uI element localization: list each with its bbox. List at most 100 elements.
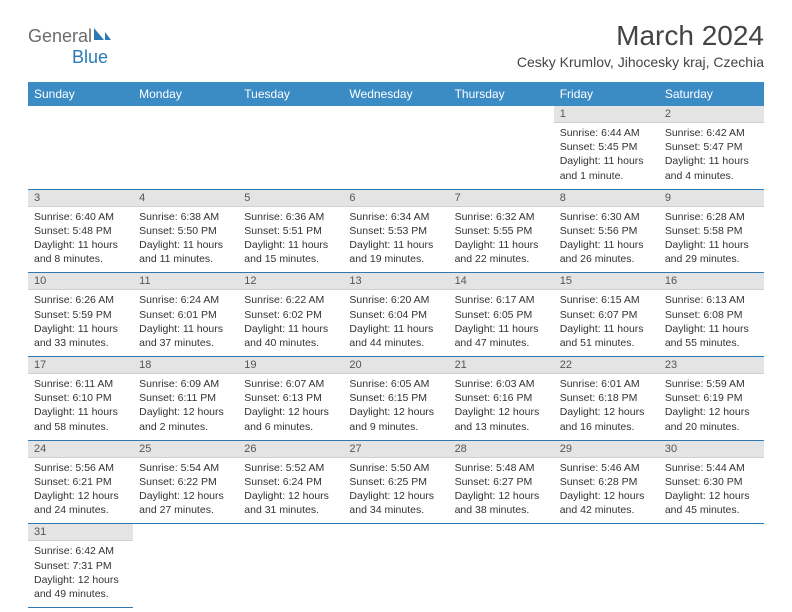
day-data: Sunrise: 6:26 AMSunset: 5:59 PMDaylight:… (28, 290, 133, 356)
sunset-text: Sunset: 6:05 PM (455, 308, 548, 322)
sunrise-text: Sunrise: 6:32 AM (455, 210, 548, 224)
calendar-table: Sunday Monday Tuesday Wednesday Thursday… (28, 82, 764, 608)
month-title: March 2024 (517, 20, 764, 52)
day-data: Sunrise: 5:56 AMSunset: 6:21 PMDaylight:… (28, 458, 133, 524)
daylight-text: and 40 minutes. (244, 336, 337, 350)
daylight-text: Daylight: 11 hours (34, 322, 127, 336)
calendar-cell (554, 524, 659, 608)
weekday-header: Monday (133, 82, 238, 106)
sunset-text: Sunset: 6:02 PM (244, 308, 337, 322)
daylight-text: Daylight: 12 hours (665, 489, 758, 503)
daylight-text: Daylight: 12 hours (560, 489, 653, 503)
sunset-text: Sunset: 6:28 PM (560, 475, 653, 489)
day-data: Sunrise: 6:03 AMSunset: 6:16 PMDaylight:… (449, 374, 554, 440)
daylight-text: Daylight: 11 hours (34, 238, 127, 252)
sunrise-text: Sunrise: 6:36 AM (244, 210, 337, 224)
day-number: 19 (238, 357, 343, 374)
daylight-text: Daylight: 11 hours (139, 238, 232, 252)
calendar-cell: 5Sunrise: 6:36 AMSunset: 5:51 PMDaylight… (238, 189, 343, 273)
day-number: 4 (133, 190, 238, 207)
sunrise-text: Sunrise: 6:11 AM (34, 377, 127, 391)
daylight-text: and 13 minutes. (455, 420, 548, 434)
day-data: Sunrise: 6:05 AMSunset: 6:15 PMDaylight:… (343, 374, 448, 440)
calendar-cell (449, 106, 554, 189)
sunrise-text: Sunrise: 5:50 AM (349, 461, 442, 475)
calendar-cell: 12Sunrise: 6:22 AMSunset: 6:02 PMDayligh… (238, 273, 343, 357)
sunrise-text: Sunrise: 6:24 AM (139, 293, 232, 307)
daylight-text: and 51 minutes. (560, 336, 653, 350)
day-number: 29 (554, 441, 659, 458)
daylight-text: Daylight: 12 hours (349, 405, 442, 419)
daylight-text: and 8 minutes. (34, 252, 127, 266)
sunset-text: Sunset: 7:31 PM (34, 559, 127, 573)
sunrise-text: Sunrise: 6:34 AM (349, 210, 442, 224)
calendar-cell: 19Sunrise: 6:07 AMSunset: 6:13 PMDayligh… (238, 357, 343, 441)
daylight-text: and 45 minutes. (665, 503, 758, 517)
calendar-cell (238, 524, 343, 608)
daylight-text: and 49 minutes. (34, 587, 127, 601)
day-data: Sunrise: 6:42 AMSunset: 5:47 PMDaylight:… (659, 123, 764, 189)
calendar-cell: 2Sunrise: 6:42 AMSunset: 5:47 PMDaylight… (659, 106, 764, 189)
logo-text-part2: Blue (28, 47, 108, 67)
daylight-text: Daylight: 11 hours (349, 238, 442, 252)
day-data: Sunrise: 6:32 AMSunset: 5:55 PMDaylight:… (449, 207, 554, 273)
daylight-text: and 37 minutes. (139, 336, 232, 350)
sunrise-text: Sunrise: 5:56 AM (34, 461, 127, 475)
sunset-text: Sunset: 5:59 PM (34, 308, 127, 322)
sunset-text: Sunset: 5:45 PM (560, 140, 653, 154)
sunrise-text: Sunrise: 6:13 AM (665, 293, 758, 307)
sunset-text: Sunset: 6:10 PM (34, 391, 127, 405)
daylight-text: and 22 minutes. (455, 252, 548, 266)
day-number: 11 (133, 273, 238, 290)
sunset-text: Sunset: 6:22 PM (139, 475, 232, 489)
sunrise-text: Sunrise: 6:22 AM (244, 293, 337, 307)
sunset-text: Sunset: 5:56 PM (560, 224, 653, 238)
daylight-text: and 26 minutes. (560, 252, 653, 266)
sunrise-text: Sunrise: 5:48 AM (455, 461, 548, 475)
sunrise-text: Sunrise: 6:17 AM (455, 293, 548, 307)
day-number: 8 (554, 190, 659, 207)
sunset-text: Sunset: 5:51 PM (244, 224, 337, 238)
sunset-text: Sunset: 5:48 PM (34, 224, 127, 238)
calendar-week-row: 17Sunrise: 6:11 AMSunset: 6:10 PMDayligh… (28, 357, 764, 441)
daylight-text: Daylight: 12 hours (455, 405, 548, 419)
calendar-week-row: 10Sunrise: 6:26 AMSunset: 5:59 PMDayligh… (28, 273, 764, 357)
logo-text: General Blue (28, 26, 112, 68)
calendar-cell: 23Sunrise: 5:59 AMSunset: 6:19 PMDayligh… (659, 357, 764, 441)
day-number: 9 (659, 190, 764, 207)
sunset-text: Sunset: 6:08 PM (665, 308, 758, 322)
sunset-text: Sunset: 6:25 PM (349, 475, 442, 489)
day-number: 23 (659, 357, 764, 374)
day-number: 21 (449, 357, 554, 374)
daylight-text: and 1 minute. (560, 169, 653, 183)
day-data: Sunrise: 6:09 AMSunset: 6:11 PMDaylight:… (133, 374, 238, 440)
weekday-header: Saturday (659, 82, 764, 106)
day-data: Sunrise: 6:36 AMSunset: 5:51 PMDaylight:… (238, 207, 343, 273)
calendar-cell: 6Sunrise: 6:34 AMSunset: 5:53 PMDaylight… (343, 189, 448, 273)
calendar-cell: 29Sunrise: 5:46 AMSunset: 6:28 PMDayligh… (554, 440, 659, 524)
daylight-text: and 29 minutes. (665, 252, 758, 266)
sunrise-text: Sunrise: 5:52 AM (244, 461, 337, 475)
calendar-cell: 11Sunrise: 6:24 AMSunset: 6:01 PMDayligh… (133, 273, 238, 357)
calendar-cell: 31Sunrise: 6:42 AMSunset: 7:31 PMDayligh… (28, 524, 133, 608)
daylight-text: Daylight: 11 hours (244, 322, 337, 336)
daylight-text: Daylight: 11 hours (665, 322, 758, 336)
calendar-cell (133, 106, 238, 189)
daylight-text: and 11 minutes. (139, 252, 232, 266)
day-number: 26 (238, 441, 343, 458)
sunrise-text: Sunrise: 6:01 AM (560, 377, 653, 391)
day-number: 27 (343, 441, 448, 458)
sunrise-text: Sunrise: 6:07 AM (244, 377, 337, 391)
daylight-text: Daylight: 12 hours (139, 489, 232, 503)
day-data: Sunrise: 5:54 AMSunset: 6:22 PMDaylight:… (133, 458, 238, 524)
sunset-text: Sunset: 5:47 PM (665, 140, 758, 154)
sail-icon (92, 26, 112, 47)
calendar-cell: 3Sunrise: 6:40 AMSunset: 5:48 PMDaylight… (28, 189, 133, 273)
location: Cesky Krumlov, Jihocesky kraj, Czechia (517, 54, 764, 70)
weekday-header: Thursday (449, 82, 554, 106)
sunrise-text: Sunrise: 6:05 AM (349, 377, 442, 391)
sunset-text: Sunset: 6:04 PM (349, 308, 442, 322)
day-number: 31 (28, 524, 133, 541)
sunrise-text: Sunrise: 6:28 AM (665, 210, 758, 224)
day-data: Sunrise: 6:22 AMSunset: 6:02 PMDaylight:… (238, 290, 343, 356)
